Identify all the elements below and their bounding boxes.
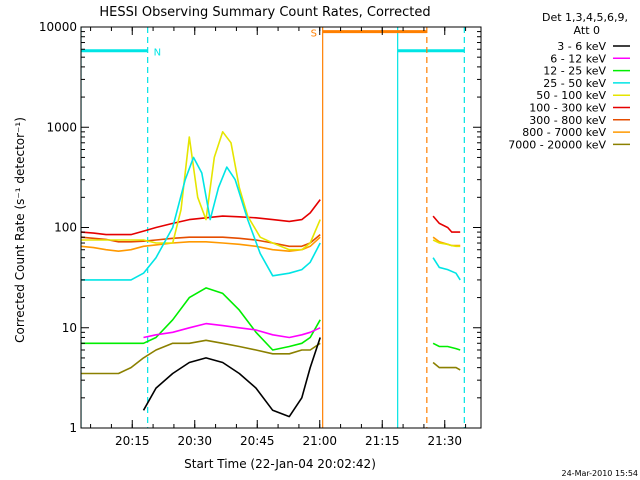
legend-entry-label: 7000 - 20000 keV bbox=[508, 138, 606, 151]
tick-layer: 1 10 100 1000 10000 20:15 20:30 20:45 21:00 21:15… bbox=[39, 20, 481, 448]
legend-entry-label: 25 - 50 keV bbox=[543, 77, 606, 90]
night-label: N bbox=[154, 48, 161, 59]
late-series-segment bbox=[432, 239, 461, 248]
legend-entry-label: 3 - 6 keV bbox=[557, 40, 606, 53]
series-line-4 bbox=[81, 156, 321, 281]
x-tick-label: 21:30 bbox=[427, 434, 462, 448]
series-line-6 bbox=[81, 199, 321, 236]
series-layer bbox=[81, 131, 461, 418]
legend-entry-label: 800 - 7000 keV bbox=[522, 126, 606, 139]
x-tick-label: 20:45 bbox=[240, 434, 275, 448]
y-tick-label: 10000 bbox=[39, 20, 77, 34]
legend-header: Det 1,3,4,5,6,9, bbox=[542, 11, 628, 24]
series-line-1 bbox=[142, 337, 321, 418]
late-series-segment bbox=[432, 257, 461, 281]
legend-entry-label: 6 - 12 keV bbox=[550, 52, 606, 65]
legend-entry-label: 12 - 25 keV bbox=[543, 65, 606, 78]
x-axis-label: Start Time (22-Jan-04 20:02:42) bbox=[184, 457, 376, 471]
series-line-5 bbox=[81, 131, 321, 251]
series-line-9 bbox=[81, 339, 321, 375]
late-series-segment bbox=[432, 361, 461, 371]
y-axis-label: Corrected Count Rate (s⁻¹ detector⁻¹) bbox=[13, 117, 27, 343]
series-line-2 bbox=[143, 322, 321, 339]
legend-entry-label: 100 - 300 keV bbox=[529, 102, 606, 115]
chart-title: HESSI Observing Summary Count Rates, Cor… bbox=[99, 5, 430, 20]
legend-header: Att 0 bbox=[574, 24, 600, 37]
date-stamp: 24-Mar-2010 15:54 bbox=[562, 469, 639, 478]
series-line-3 bbox=[81, 287, 321, 351]
legend-entry-label: 300 - 800 keV bbox=[529, 114, 606, 127]
y-tick-label: 1 bbox=[69, 421, 77, 435]
x-tick-label: 20:30 bbox=[177, 434, 212, 448]
y-tick-label: 10 bbox=[62, 321, 77, 335]
x-tick-label: 20:15 bbox=[115, 434, 150, 448]
x-tick-label: 21:15 bbox=[365, 434, 400, 448]
saa-label: S bbox=[311, 29, 317, 40]
annotation-layer: NS bbox=[81, 27, 465, 428]
series-line-8 bbox=[81, 236, 321, 252]
plot-frame bbox=[80, 26, 482, 429]
late-series-segment bbox=[432, 342, 461, 351]
series-line-7 bbox=[81, 233, 321, 248]
x-tick-label: 21:00 bbox=[302, 434, 337, 448]
late-series-segment bbox=[432, 215, 461, 233]
y-tick-label: 1000 bbox=[46, 120, 77, 134]
y-tick-label: 100 bbox=[54, 221, 77, 235]
legend-entry-label: 50 - 100 keV bbox=[536, 89, 606, 102]
